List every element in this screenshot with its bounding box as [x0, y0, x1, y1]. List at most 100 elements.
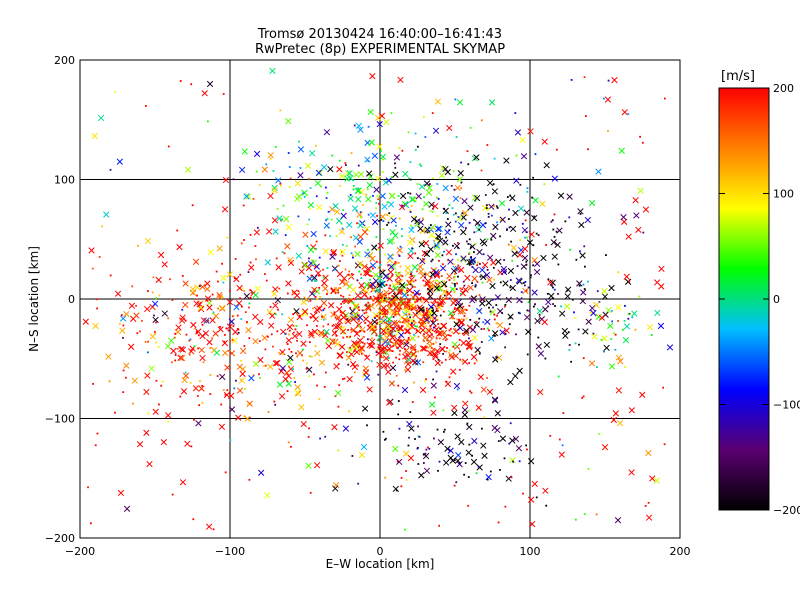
- data-point-x: [363, 281, 371, 289]
- data-point-x: [387, 253, 394, 260]
- data-point-x: [271, 290, 278, 298]
- data-point-x: [241, 148, 248, 155]
- data-point-dot: [487, 207, 490, 210]
- data-point-dot: [532, 176, 535, 179]
- data-point-dot: [147, 340, 149, 343]
- data-point-dot: [515, 154, 518, 157]
- data-point-dot: [447, 259, 449, 262]
- data-point-x: [497, 308, 504, 315]
- data-point-x: [294, 389, 301, 396]
- data-point-dot: [428, 328, 431, 331]
- data-point-dot: [417, 350, 420, 353]
- data-point-dot: [335, 235, 338, 237]
- data-point-dot: [318, 256, 321, 259]
- data-point-dot: [310, 355, 313, 358]
- data-point-x: [329, 338, 336, 345]
- data-point-x: [376, 282, 383, 289]
- data-point-x: [346, 221, 353, 229]
- data-point-dot: [527, 301, 530, 303]
- data-point-dot: [435, 279, 438, 282]
- data-point-dot: [407, 351, 410, 354]
- data-point-dot: [442, 310, 445, 313]
- data-point-dot: [341, 254, 344, 257]
- data-point-dot: [410, 346, 413, 349]
- data-point-dot: [309, 187, 312, 189]
- data-point-dot: [349, 335, 352, 338]
- data-point-dot: [481, 427, 483, 430]
- data-point-x: [342, 280, 350, 287]
- data-point-x: [338, 228, 346, 235]
- data-point-dot: [497, 440, 500, 442]
- chart-title: Tromsø 20130424 16:40:00–16:41:43: [257, 27, 502, 42]
- data-point-dot: [492, 306, 494, 309]
- data-point-dot: [249, 296, 252, 299]
- data-point-x: [243, 292, 250, 300]
- data-point-x: [430, 319, 437, 327]
- data-point-x: [388, 263, 395, 270]
- data-point-dot: [650, 334, 653, 336]
- data-point-dot: [623, 304, 626, 307]
- data-point-x: [374, 297, 381, 304]
- data-point-dot: [387, 264, 389, 267]
- data-point-dot: [244, 311, 247, 314]
- data-point-dot: [448, 204, 451, 207]
- data-point-dot: [603, 350, 605, 353]
- data-point-x: [463, 327, 470, 334]
- data-point-dot: [321, 315, 323, 318]
- data-point-x: [449, 286, 456, 293]
- data-point-dot: [197, 395, 199, 397]
- data-point-dot: [255, 258, 257, 261]
- data-point-dot: [471, 454, 473, 457]
- data-point-dot: [376, 214, 378, 217]
- data-point-x: [531, 257, 538, 264]
- data-point-x: [454, 433, 461, 440]
- data-point-x: [460, 256, 467, 263]
- data-point-dot: [141, 319, 143, 322]
- data-point-dot: [366, 304, 369, 307]
- data-point-x: [346, 297, 354, 305]
- data-point-dot: [442, 430, 445, 433]
- data-point-dot: [387, 309, 389, 311]
- data-point-x: [657, 322, 665, 330]
- data-point-dot: [363, 312, 366, 315]
- data-point-x: [417, 225, 424, 232]
- data-point-x: [446, 273, 453, 280]
- data-point-dot: [362, 335, 365, 338]
- data-point-dot: [525, 444, 528, 447]
- data-point-x: [486, 388, 494, 396]
- data-point-dot: [641, 141, 644, 144]
- data-point-dot: [171, 493, 174, 496]
- data-point-dot: [418, 163, 421, 166]
- data-point-x: [338, 173, 346, 180]
- data-point-dot: [276, 330, 279, 333]
- data-point-x: [469, 256, 477, 264]
- data-point-x: [218, 423, 226, 430]
- data-point-dot: [467, 504, 470, 507]
- data-point-x: [331, 265, 339, 272]
- data-point-dot: [448, 329, 451, 332]
- data-point-dot: [337, 264, 340, 267]
- data-point-dot: [382, 300, 384, 302]
- data-point-dot: [193, 345, 196, 348]
- x-tick-label: 100: [520, 545, 541, 558]
- data-point-dot: [466, 422, 469, 425]
- data-point-dot: [114, 411, 116, 414]
- data-point-dot: [171, 361, 173, 364]
- data-point-x: [254, 285, 261, 292]
- data-point-x: [541, 318, 548, 326]
- data-point-x: [347, 347, 354, 354]
- data-point-dot: [386, 349, 389, 352]
- data-point-dot: [319, 296, 322, 298]
- data-point-dot: [396, 311, 398, 314]
- data-point-dot: [419, 293, 421, 295]
- data-point-dot: [338, 260, 341, 262]
- data-point-x: [248, 375, 255, 382]
- data-point-dot: [533, 215, 536, 218]
- data-point-dot: [392, 361, 395, 364]
- data-point-x: [436, 237, 444, 244]
- data-point-dot: [469, 390, 472, 393]
- data-point-x: [119, 315, 127, 322]
- data-point-dot: [546, 292, 549, 295]
- data-point-x: [427, 293, 434, 300]
- data-point-dot: [481, 281, 484, 284]
